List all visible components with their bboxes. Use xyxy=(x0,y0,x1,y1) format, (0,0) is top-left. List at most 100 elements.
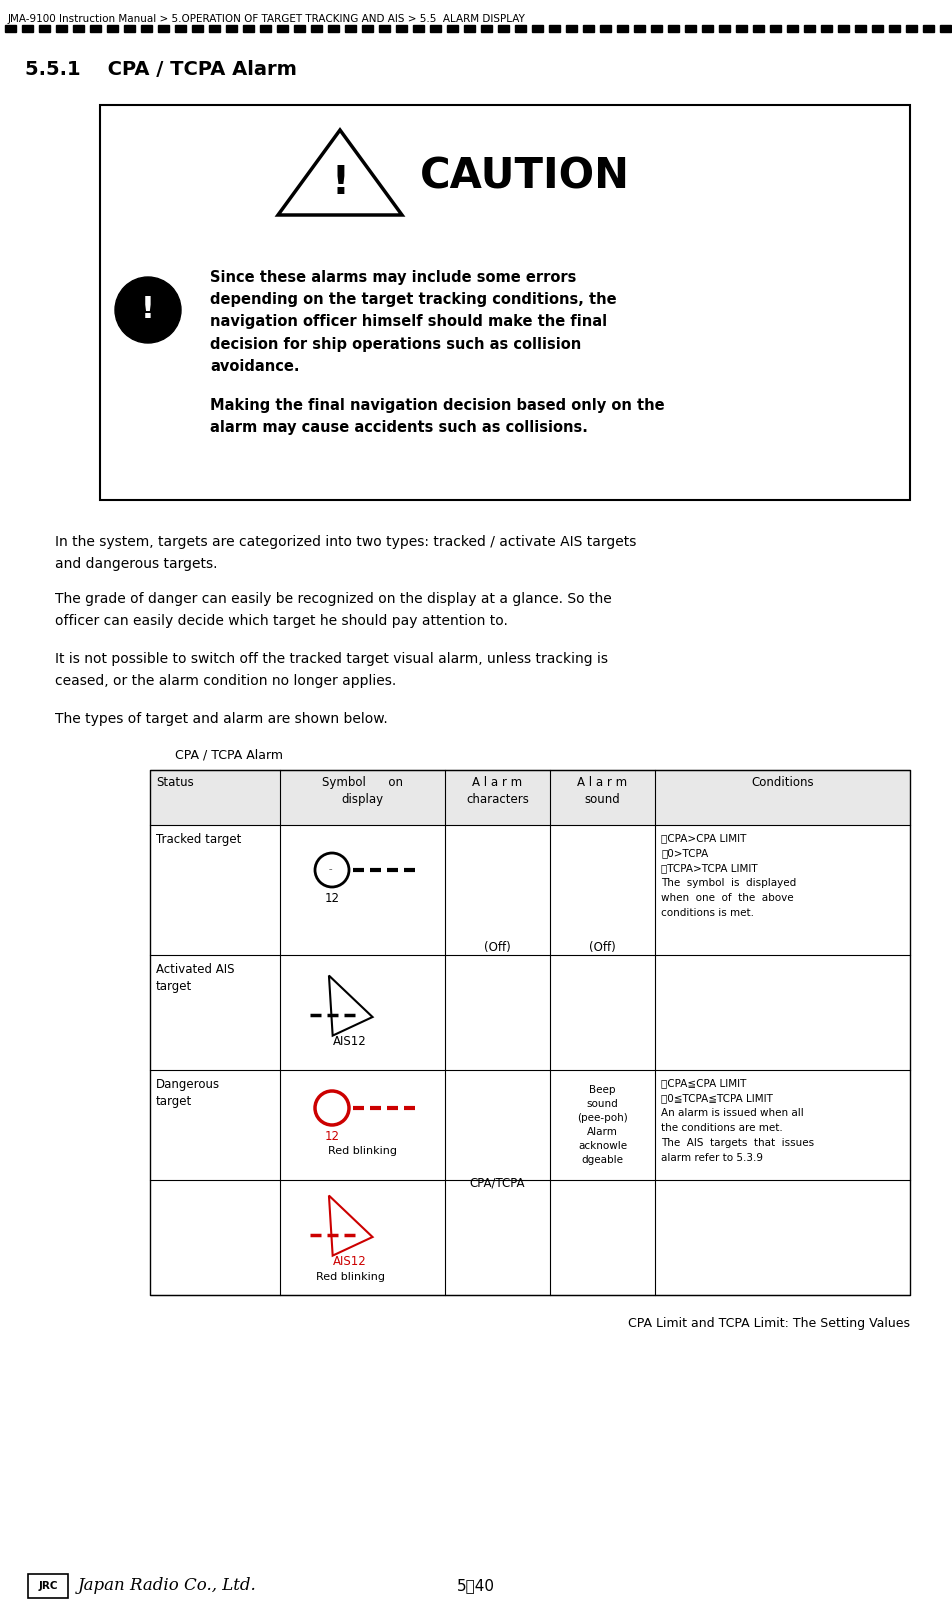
Bar xyxy=(889,24,900,32)
Bar xyxy=(736,24,747,32)
Bar xyxy=(243,24,254,32)
Bar xyxy=(940,24,951,32)
Text: The  symbol  is  displayed: The symbol is displayed xyxy=(661,878,796,888)
Text: Conditions: Conditions xyxy=(751,776,814,789)
Text: JRC: JRC xyxy=(38,1581,58,1591)
Text: Since these alarms may include some errors
depending on the target tracking cond: Since these alarms may include some erro… xyxy=(210,271,617,374)
Bar xyxy=(532,24,543,32)
Bar xyxy=(838,24,849,32)
Bar xyxy=(464,24,475,32)
Bar xyxy=(345,24,356,32)
Text: when  one  of  the  above: when one of the above xyxy=(661,893,794,902)
Bar xyxy=(651,24,662,32)
Bar xyxy=(617,24,628,32)
Bar xyxy=(719,24,730,32)
Text: (pee-poh): (pee-poh) xyxy=(577,1113,628,1123)
Bar xyxy=(73,24,84,32)
Bar xyxy=(277,24,288,32)
Bar xyxy=(515,24,526,32)
Text: The grade of danger can easily be recognized on the display at a glance. So the
: The grade of danger can easily be recogn… xyxy=(55,591,612,627)
Text: Red blinking: Red blinking xyxy=(315,1272,385,1281)
Bar xyxy=(634,24,645,32)
Text: !: ! xyxy=(331,164,349,202)
Text: Making the final navigation decision based only on the
alarm may cause accidents: Making the final navigation decision bas… xyxy=(210,399,664,436)
Bar xyxy=(124,24,135,32)
Text: Symbol      on
display: Symbol on display xyxy=(322,776,403,807)
Text: acknowle: acknowle xyxy=(578,1140,627,1150)
Bar xyxy=(430,24,441,32)
Bar xyxy=(158,24,169,32)
Bar xyxy=(362,24,373,32)
Text: In the system, targets are categorized into two types: tracked / activate AIS ta: In the system, targets are categorized i… xyxy=(55,535,636,570)
Text: Status: Status xyxy=(156,776,194,789)
Bar xyxy=(328,24,339,32)
Text: ・CPA≦CPA LIMIT: ・CPA≦CPA LIMIT xyxy=(661,1077,746,1089)
Text: 12: 12 xyxy=(325,1131,340,1144)
Text: The  AIS  targets  that  issues: The AIS targets that issues xyxy=(661,1137,814,1149)
Text: Activated AIS
target: Activated AIS target xyxy=(156,962,234,993)
Text: Tracked target: Tracked target xyxy=(156,833,242,846)
Bar xyxy=(770,24,781,32)
Text: A l a r m
characters: A l a r m characters xyxy=(466,776,529,807)
Text: CPA Limit and TCPA Limit: The Setting Values: CPA Limit and TCPA Limit: The Setting Va… xyxy=(628,1317,910,1330)
Bar xyxy=(175,24,186,32)
Bar xyxy=(192,24,203,32)
Text: –: – xyxy=(328,867,331,872)
Bar xyxy=(22,24,33,32)
Text: AIS12: AIS12 xyxy=(333,1256,367,1268)
Bar xyxy=(209,24,220,32)
Text: the conditions are met.: the conditions are met. xyxy=(661,1123,783,1132)
Text: AIS12: AIS12 xyxy=(333,1035,367,1048)
Text: Japan Radio Co., Ltd.: Japan Radio Co., Ltd. xyxy=(78,1578,257,1594)
Bar xyxy=(294,24,305,32)
Bar xyxy=(311,24,322,32)
Bar xyxy=(498,24,509,32)
Bar xyxy=(668,24,679,32)
Text: ・TCPA>TCPA LIMIT: ・TCPA>TCPA LIMIT xyxy=(661,863,758,873)
Text: CPA/TCPA: CPA/TCPA xyxy=(469,1176,526,1189)
Bar xyxy=(481,24,492,32)
Text: conditions is met.: conditions is met. xyxy=(661,907,754,919)
Bar xyxy=(872,24,883,32)
Bar xyxy=(413,24,424,32)
Bar xyxy=(549,24,560,32)
Text: It is not possible to switch off the tracked target visual alarm, unless trackin: It is not possible to switch off the tra… xyxy=(55,651,608,688)
Text: (Off): (Off) xyxy=(485,941,511,954)
Bar xyxy=(379,24,390,32)
Text: (Off): (Off) xyxy=(589,941,616,954)
Bar xyxy=(141,24,152,32)
Text: A l a r m
sound: A l a r m sound xyxy=(578,776,627,807)
Text: !: ! xyxy=(141,295,155,324)
Bar xyxy=(821,24,832,32)
Bar xyxy=(28,1575,68,1597)
Bar xyxy=(39,24,50,32)
Bar xyxy=(447,24,458,32)
Bar xyxy=(923,24,934,32)
Text: dgeable: dgeable xyxy=(582,1155,624,1165)
Bar xyxy=(150,770,910,825)
Bar xyxy=(702,24,713,32)
Bar xyxy=(600,24,611,32)
Text: 5.5.1    CPA / TCPA Alarm: 5.5.1 CPA / TCPA Alarm xyxy=(25,60,297,79)
Bar xyxy=(753,24,764,32)
Text: alarm refer to 5.3.9: alarm refer to 5.3.9 xyxy=(661,1153,763,1163)
Text: CAUTION: CAUTION xyxy=(420,156,630,198)
Text: Red blinking: Red blinking xyxy=(327,1145,396,1157)
Bar xyxy=(855,24,866,32)
Bar xyxy=(107,24,118,32)
Text: ・0>TCPA: ・0>TCPA xyxy=(661,847,708,859)
Text: sound: sound xyxy=(586,1098,619,1110)
Text: The types of target and alarm are shown below.: The types of target and alarm are shown … xyxy=(55,713,387,726)
Bar xyxy=(260,24,271,32)
Bar xyxy=(685,24,696,32)
Circle shape xyxy=(115,277,181,343)
Text: CPA / TCPA Alarm: CPA / TCPA Alarm xyxy=(175,748,283,761)
Text: Dangerous
target: Dangerous target xyxy=(156,1077,220,1108)
Bar xyxy=(150,770,910,1294)
Bar xyxy=(5,24,16,32)
Text: Alarm: Alarm xyxy=(587,1128,618,1137)
Bar xyxy=(787,24,798,32)
Bar xyxy=(566,24,577,32)
Bar xyxy=(56,24,67,32)
Bar xyxy=(583,24,594,32)
